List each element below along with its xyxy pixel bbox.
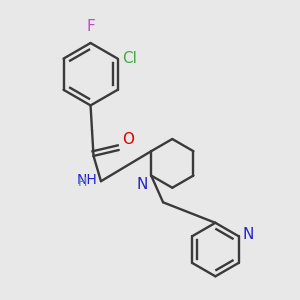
- Text: O: O: [122, 132, 134, 147]
- Text: Cl: Cl: [122, 51, 137, 66]
- Text: N: N: [136, 177, 148, 192]
- Text: F: F: [86, 19, 95, 34]
- Text: N: N: [242, 227, 254, 242]
- Text: H: H: [78, 176, 88, 189]
- Text: NH: NH: [76, 173, 98, 187]
